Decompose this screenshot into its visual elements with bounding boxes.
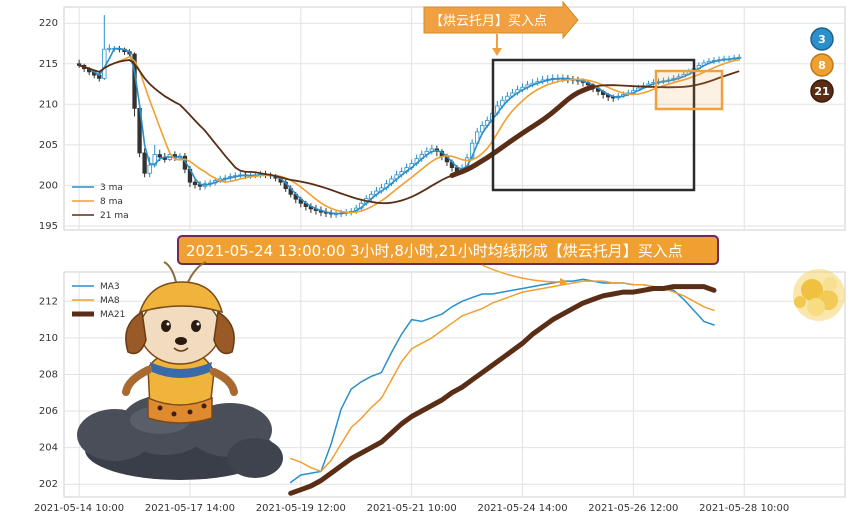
top-ma21-emphasis bbox=[449, 84, 596, 178]
bottom-legend: MA3 MA8 MA21 bbox=[72, 282, 125, 320]
top-y-tick-label: 195 bbox=[39, 221, 58, 232]
top-plot-frame bbox=[63, 6, 846, 231]
candle-body bbox=[107, 47, 112, 50]
candle-body bbox=[192, 181, 198, 185]
top-y-tick-label: 200 bbox=[39, 180, 58, 191]
top-callout-text: 【烘云托月】买入点 bbox=[430, 14, 547, 29]
x-tick-label: 2021-05-14 10:00 bbox=[34, 503, 124, 514]
badge-3-icon bbox=[810, 27, 834, 51]
ma-badges: 3 8 21 bbox=[810, 27, 834, 103]
candlestick-panel: 195 200 205 210 215 220 3 ma 8 ma 21 ma 【烘云托月… bbox=[39, 0, 846, 232]
bottom-y-tick-label: 206 bbox=[39, 406, 58, 417]
badge-8-label: 8 bbox=[818, 59, 826, 72]
x-tick-label: 2021-05-17 14:00 bbox=[145, 503, 235, 514]
badge-21-label: 21 bbox=[814, 85, 829, 98]
legend-label-21ma: 21 ma bbox=[100, 211, 129, 221]
candle-body bbox=[142, 152, 147, 174]
bottom-y-tick-label: 202 bbox=[39, 479, 58, 490]
top-y-axis: 195 200 205 210 215 220 bbox=[39, 18, 58, 232]
bottom-y-tick-label: 212 bbox=[39, 296, 58, 307]
legend-label-8ma: 8 ma bbox=[100, 197, 123, 207]
top-y-tick-label: 210 bbox=[39, 99, 58, 110]
series-line-ma8 bbox=[289, 280, 715, 473]
bottom-y-tick-label: 210 bbox=[39, 333, 58, 344]
top-y-tick-label: 220 bbox=[39, 18, 58, 29]
top-legend: 3 ma 8 ma 21 ma bbox=[72, 183, 129, 221]
badge-3-label: 3 bbox=[818, 33, 826, 46]
x-tick-label: 2021-05-26 12:00 bbox=[588, 503, 678, 514]
top-y-tick-label: 205 bbox=[39, 140, 58, 151]
callout-pointer-icon bbox=[492, 34, 502, 56]
banner-text: 2021-05-24 13:00:00 3小时,8小时,21小时均线形成【烘云托… bbox=[186, 242, 683, 260]
top-ma21-line bbox=[78, 59, 740, 205]
legend-label-MA3: MA3 bbox=[100, 282, 120, 292]
sparkle-moon-icon bbox=[793, 269, 845, 321]
highlight-box-orange bbox=[654, 69, 724, 111]
badge-21-icon bbox=[810, 79, 834, 103]
highlight-box-dark bbox=[491, 58, 696, 192]
top-ma-lines bbox=[78, 47, 740, 215]
legend-label-MA21: MA21 bbox=[100, 310, 125, 320]
candle-body bbox=[157, 154, 162, 158]
legend-label-3ma: 3 ma bbox=[100, 183, 123, 193]
bottom-x-axis: 2021-05-14 10:00 2021-05-17 14:00 2021-05-… bbox=[34, 503, 789, 514]
bottom-y-axis: 202 204 206 208 210 212 bbox=[39, 296, 58, 490]
top-callout: 【烘云托月】买入点 bbox=[423, 0, 579, 56]
x-tick-label: 2021-05-24 14:00 bbox=[477, 503, 567, 514]
series-line-ma21 bbox=[288, 284, 717, 496]
bottom-ma-lines bbox=[288, 278, 717, 496]
x-tick-label: 2021-05-28 10:00 bbox=[699, 503, 789, 514]
legend-label-MA8: MA8 bbox=[100, 296, 120, 306]
banner-pointer-icon bbox=[481, 264, 561, 283]
cartoon-dog-mascot-icon bbox=[77, 261, 283, 480]
annotation-banner: 2021-05-24 13:00:00 3小时,8小时,21小时均线形成【烘云托… bbox=[177, 235, 719, 265]
top-ma8-line bbox=[78, 55, 740, 214]
candle-body bbox=[147, 164, 152, 174]
badge-8-icon bbox=[810, 53, 834, 77]
top-y-tick-label: 215 bbox=[39, 59, 58, 70]
x-tick-label: 2021-05-21 10:00 bbox=[367, 503, 457, 514]
x-tick-label: 2021-05-19 12:00 bbox=[256, 503, 346, 514]
bottom-y-tick-label: 208 bbox=[39, 369, 58, 380]
candle-body bbox=[152, 154, 157, 166]
candle-body bbox=[480, 124, 485, 133]
bottom-y-tick-label: 204 bbox=[39, 443, 58, 454]
